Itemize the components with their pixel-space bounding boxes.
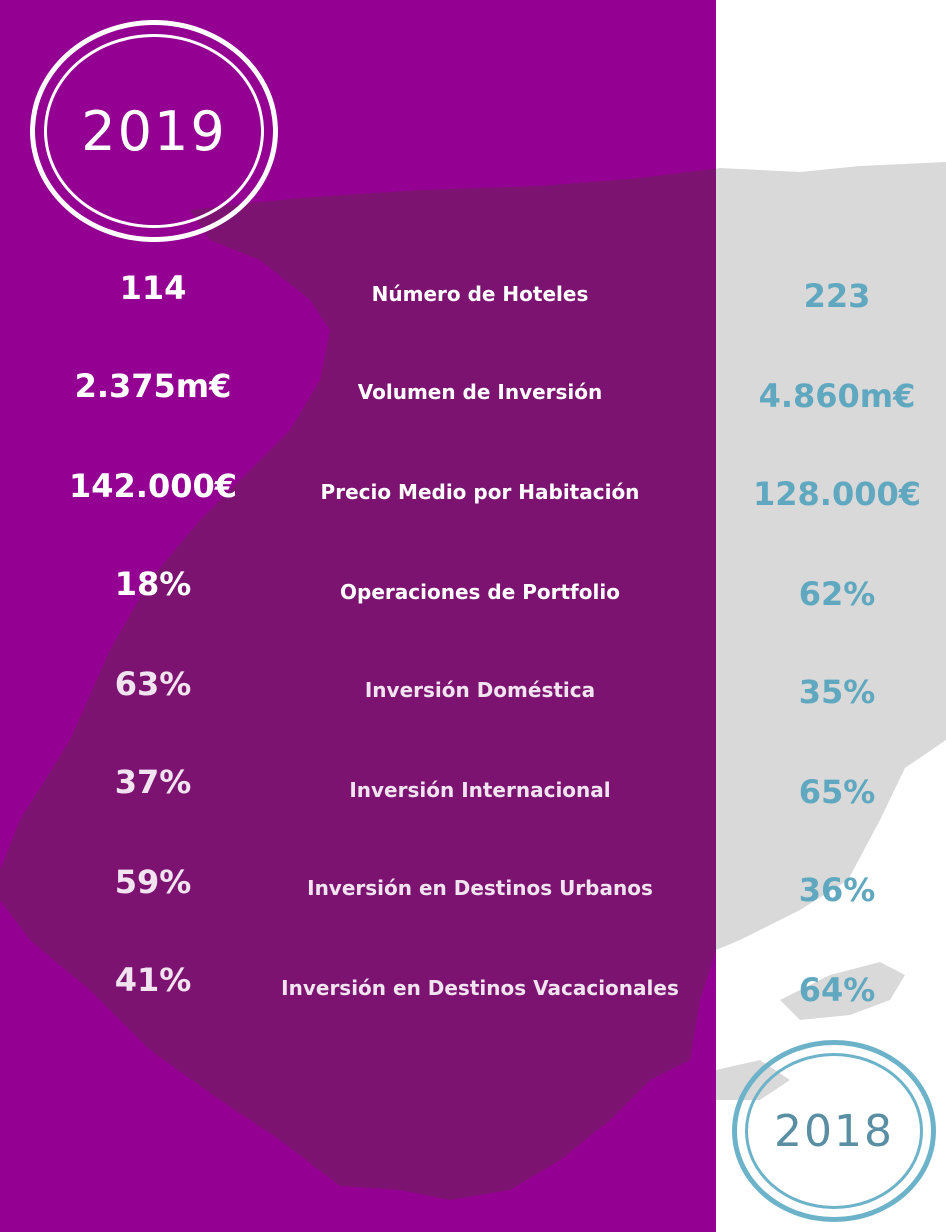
stat-label: Número de Hoteles	[371, 282, 589, 306]
year-2019-label: 2019	[81, 99, 227, 163]
stat-row-portfolio: 18% Operaciones de Portfolio 62%	[0, 554, 946, 614]
value-2018: 65%	[798, 773, 876, 811]
value-2018: 35%	[798, 673, 876, 711]
badge-inner-ring	[44, 34, 264, 228]
value-2018: 36%	[798, 871, 876, 909]
stat-label: Inversión en Destinos Urbanos	[307, 876, 653, 900]
value-2018: 64%	[798, 971, 876, 1009]
value-2019: 18%	[114, 565, 192, 603]
stat-row-domestic: 63% Inversión Doméstica 35%	[0, 654, 946, 714]
stat-row-investment-volume: 2.375m€ Volumen de Inversión 4.860m€	[0, 356, 946, 416]
value-2019: 2.375m€	[74, 367, 232, 405]
value-2018: 223	[803, 277, 871, 315]
value-2019: 114	[119, 269, 187, 307]
year-2019-badge: 2019	[30, 20, 278, 242]
stat-row-price-per-room: 142.000€ Precio Medio por Habitación 128…	[0, 456, 946, 516]
value-2019: 142.000€	[68, 467, 237, 505]
stat-row-urban: 59% Inversión en Destinos Urbanos 36%	[0, 852, 946, 912]
value-2019: 41%	[114, 961, 192, 999]
value-2019: 59%	[114, 863, 192, 901]
value-2018: 128.000€	[752, 475, 921, 513]
stat-label: Precio Medio por Habitación	[320, 480, 640, 504]
stat-row-vacation: 41% Inversión en Destinos Vacacionales 6…	[0, 950, 946, 1010]
value-2018: 4.860m€	[758, 377, 916, 415]
value-2019: 37%	[114, 763, 192, 801]
value-2018: 62%	[798, 575, 876, 613]
stat-label: Inversión Internacional	[349, 778, 611, 802]
stat-label: Inversión Doméstica	[364, 678, 596, 702]
stat-label: Inversión en Destinos Vacacionales	[281, 976, 679, 1000]
stat-label: Volumen de Inversión	[357, 380, 603, 404]
badge-inner-ring	[745, 1053, 923, 1209]
year-2018-label: 2018	[774, 1105, 894, 1157]
stat-row-international: 37% Inversión Internacional 65%	[0, 752, 946, 812]
value-2019: 63%	[114, 665, 192, 703]
stat-row-hotels: 114 Número de Hoteles 223	[0, 260, 946, 320]
year-2018-badge: 2018	[732, 1040, 936, 1222]
stat-label: Operaciones de Portfolio	[340, 580, 620, 604]
